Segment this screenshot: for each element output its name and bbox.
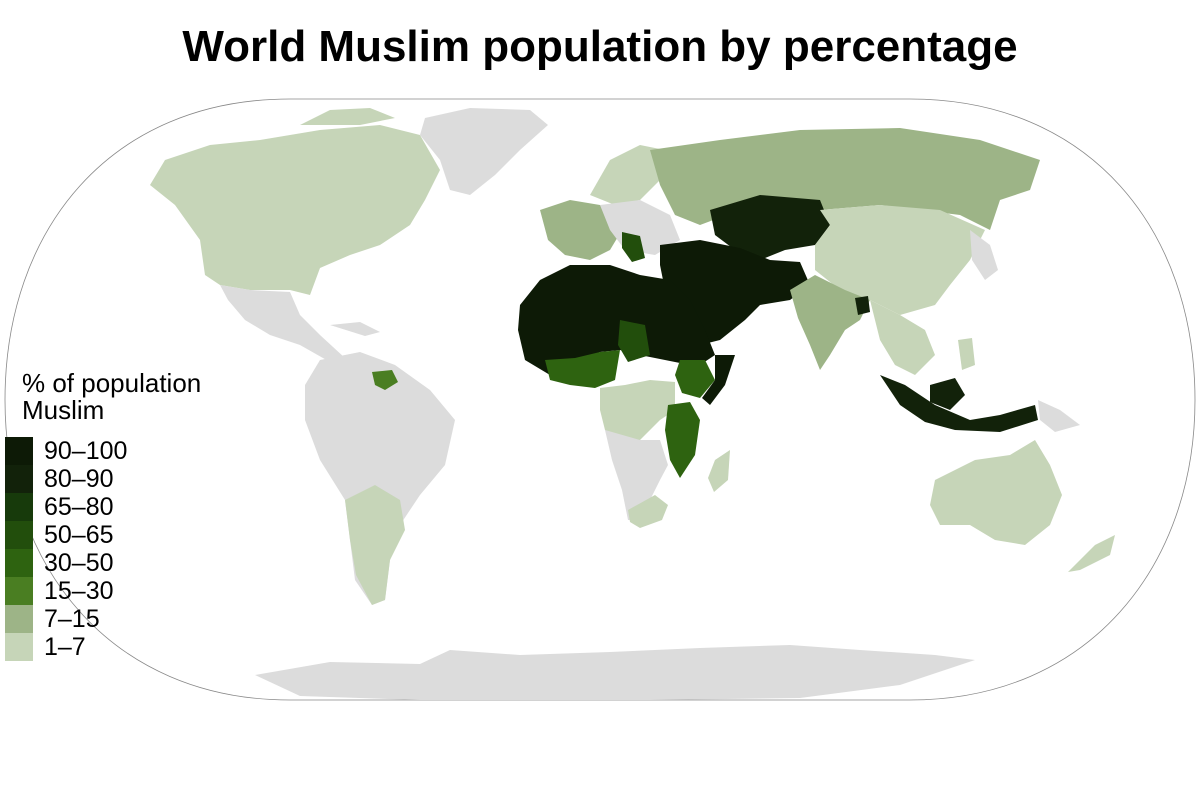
region-central-america bbox=[220, 285, 345, 362]
region-new-guinea bbox=[1038, 400, 1080, 432]
region-south-africa bbox=[628, 495, 668, 528]
region-indonesia bbox=[880, 375, 1038, 432]
region-europe-west bbox=[540, 200, 625, 260]
region-north-america bbox=[150, 125, 440, 295]
legend-swatch bbox=[5, 437, 33, 465]
region-greenland bbox=[420, 108, 548, 195]
legend-label: 7–15 bbox=[44, 605, 100, 633]
region-antarctica bbox=[255, 645, 975, 700]
legend-label: 50–65 bbox=[44, 521, 114, 549]
legend-label: 1–7 bbox=[44, 633, 86, 661]
legend-title: % of population Muslim bbox=[22, 370, 201, 424]
region-china bbox=[815, 205, 985, 315]
region-guyana bbox=[372, 370, 398, 390]
region-india bbox=[790, 275, 870, 370]
legend-label: 80–90 bbox=[44, 465, 114, 493]
legend-label: 15–30 bbox=[44, 577, 114, 605]
region-philippines bbox=[958, 338, 975, 370]
region-borneo bbox=[930, 378, 965, 410]
legend-item: 7–15 bbox=[5, 605, 205, 633]
region-ethiopia bbox=[675, 360, 715, 398]
region-japan-korea bbox=[970, 230, 998, 280]
legend: 90–100 80–90 65–80 50–65 30–50 15–30 7–15 1–7 bbox=[5, 437, 205, 661]
region-balkans bbox=[622, 232, 645, 262]
region-east-africa bbox=[665, 402, 700, 478]
region-caribbean bbox=[330, 322, 380, 336]
legend-item: 1–7 bbox=[5, 633, 205, 661]
region-europe-scandinavia bbox=[590, 145, 665, 205]
legend-swatch bbox=[5, 493, 33, 521]
legend-swatch bbox=[5, 465, 33, 493]
legend-title-line2: Muslim bbox=[22, 395, 105, 425]
legend-item: 90–100 bbox=[5, 437, 205, 465]
legend-item: 30–50 bbox=[5, 549, 205, 577]
legend-item: 15–30 bbox=[5, 577, 205, 605]
legend-swatch bbox=[5, 577, 33, 605]
legend-item: 65–80 bbox=[5, 493, 205, 521]
legend-swatch bbox=[5, 605, 33, 633]
region-europe-central bbox=[600, 200, 680, 255]
region-argentina bbox=[345, 485, 405, 605]
legend-item: 80–90 bbox=[5, 465, 205, 493]
region-somalia bbox=[702, 355, 735, 405]
region-southern-africa bbox=[605, 430, 668, 520]
legend-label: 30–50 bbox=[44, 549, 114, 577]
region-central-africa bbox=[600, 380, 675, 445]
legend-swatch bbox=[5, 633, 33, 661]
region-chad bbox=[618, 320, 650, 362]
region-bangladesh bbox=[855, 296, 870, 315]
region-se-asia bbox=[870, 300, 935, 375]
region-south-america bbox=[305, 352, 455, 605]
region-madagascar bbox=[708, 450, 730, 492]
region-canada-islands bbox=[300, 108, 395, 125]
region-australia bbox=[930, 440, 1062, 545]
region-new-zealand bbox=[1068, 535, 1115, 572]
legend-title-line1: % of population bbox=[22, 368, 202, 398]
legend-item: 50–65 bbox=[5, 521, 205, 549]
legend-label: 65–80 bbox=[44, 493, 114, 521]
region-west-africa bbox=[545, 350, 620, 388]
legend-swatch bbox=[5, 549, 33, 577]
legend-swatch bbox=[5, 521, 33, 549]
region-north-africa bbox=[518, 265, 715, 375]
legend-label: 90–100 bbox=[44, 437, 128, 465]
region-central-asia bbox=[710, 195, 830, 260]
map-title: World Muslim population by percentage bbox=[182, 22, 1018, 71]
